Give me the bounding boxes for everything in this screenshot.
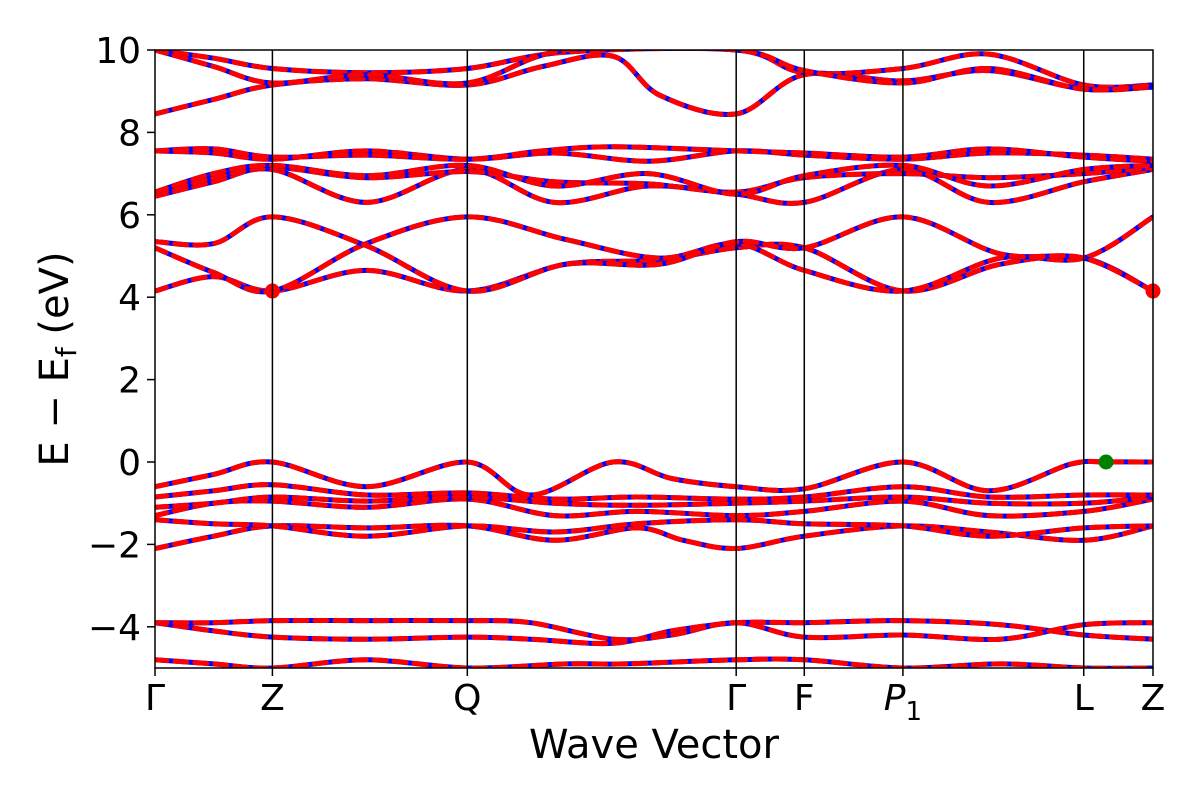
x-tick-label: L [1074, 678, 1094, 719]
band-8-spin-down [155, 482, 1153, 502]
x-tick-label-main: Z [260, 678, 285, 719]
band-19-spin-down [155, 50, 1153, 90]
high-symmetry-lines [271, 50, 1085, 668]
y-tick-label: −2 [88, 525, 141, 566]
x-tick-label: Γ [726, 678, 746, 719]
band-9-spin-down [155, 458, 1153, 498]
x-tick-label: Q [453, 678, 481, 719]
x-tick-label-main: L [1074, 678, 1094, 719]
band-17-spin-down [155, 144, 1153, 164]
band-15-spin-down [155, 162, 1153, 197]
band-1-spin-down [155, 656, 1153, 668]
y-axis-label-unit: (eV) [32, 251, 78, 347]
x-tick-label-main: Q [453, 678, 481, 719]
band-20-spin-down [155, 50, 1153, 93]
y-tick-label: 4 [118, 278, 141, 319]
y-axis-label: E − Ef (eV) [32, 251, 83, 466]
band-3-spin-down [155, 617, 1153, 643]
x-tick-label-main: P [884, 678, 906, 719]
y-tick-label: 2 [118, 361, 141, 402]
band-lines [155, 50, 1153, 668]
x-tick-label: Γ [145, 678, 165, 719]
x-tick-label: Z [1141, 678, 1166, 719]
x-tick-label-sub: 1 [905, 697, 922, 727]
band-7-spin-down [155, 494, 1153, 510]
band-5-spin-down [155, 517, 1153, 539]
y-tick-label: 10 [95, 31, 141, 72]
band-18-spin-down [155, 52, 1153, 117]
x-tick-label-main: Γ [145, 678, 165, 719]
band-10-spin-up [155, 241, 1153, 294]
x-tick-label-main: Γ [726, 678, 746, 719]
band-4-spin-down [155, 522, 1153, 552]
y-tick-label: 0 [118, 443, 141, 484]
x-tick-label: P1 [884, 678, 922, 727]
band-18-spin-up [155, 52, 1153, 117]
y-axis-label-sub: f [50, 346, 83, 357]
x-axis-label: Wave Vector [529, 722, 780, 768]
vbm-marker [1098, 454, 1114, 470]
y-tick-label: 6 [118, 196, 141, 237]
y-axis-ticks: −4 −2 0 2 4 6 8 10 [88, 31, 155, 649]
y-tick-label: −4 [88, 608, 141, 649]
band-11-spin-down [155, 214, 1153, 295]
band-12-spin-down [155, 214, 1153, 294]
x-tick-label: F [794, 678, 815, 719]
y-tick-label: 8 [118, 113, 141, 154]
x-axis-ticks: Γ Z Q Γ F P1 L Z [145, 668, 1165, 727]
plot-frame [154, 49, 1154, 669]
x-tick-label-main: F [794, 678, 815, 719]
band-2-spin-down [155, 618, 1153, 647]
y-axis-label-main: E − E [32, 357, 78, 467]
x-tick-label-main: Z [1141, 678, 1166, 719]
band-6-spin-down [155, 496, 1153, 519]
x-tick-label: Z [260, 678, 285, 719]
extrema-markers [264, 283, 1161, 470]
